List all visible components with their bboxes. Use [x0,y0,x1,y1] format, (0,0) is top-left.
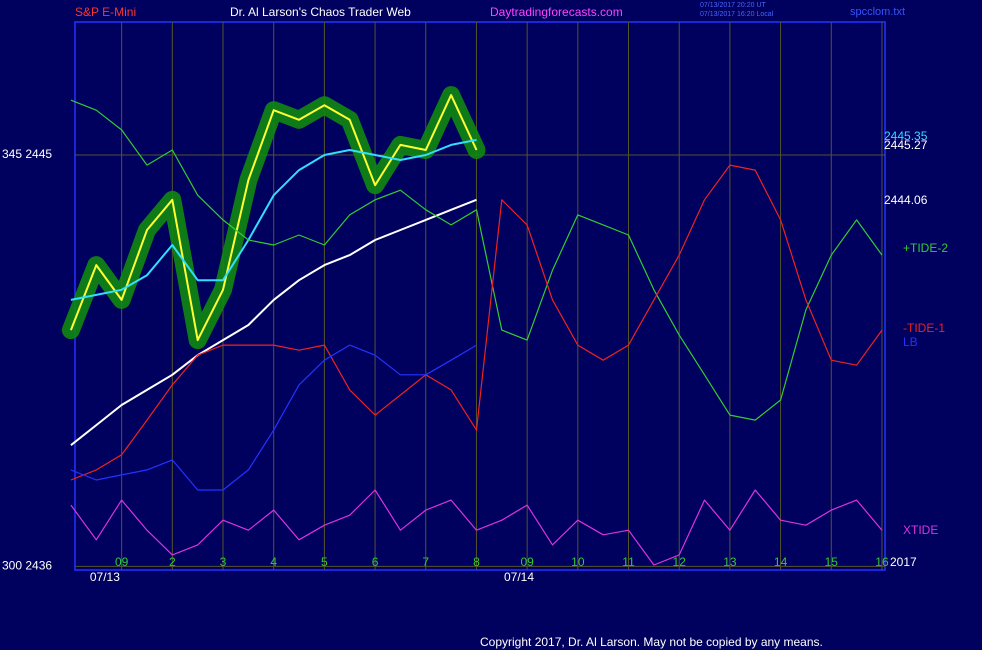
series-label: +TIDE-2 [903,241,948,255]
x-tick-label: 14 [774,555,788,569]
date-label: 07/13 [90,570,120,584]
x-tick-label: 09 [520,555,534,569]
series-line [70,164,883,481]
x-tick-label: 2 [169,555,176,569]
series-label: -TIDE-1 [903,321,945,335]
website: Daytradingforecasts.com [490,5,623,19]
series-line [69,94,478,342]
x-tick-label: 13 [723,555,737,569]
x-tick-label: 8 [473,555,480,569]
copyright: Copyright 2017, Dr. Al Larson. May not b… [480,635,823,649]
x-tick-label: 6 [372,555,379,569]
y-tick-label: 300 2436 [2,559,52,573]
chart-subtitle: Dr. Al Larson's Chaos Trader Web [230,5,411,19]
x-tick-label: 7 [422,555,429,569]
series-line [70,99,883,421]
series-label: LB [903,335,918,349]
price-label: 2445.27 [884,138,928,152]
x-tick-label: 4 [270,555,277,569]
filename: spcclom.txt [850,6,905,18]
y-tick-label: 345 2445 [2,147,52,161]
timestamp: 07/13/2017 16:20 Local [700,11,774,18]
x-tick-label: 09 [115,555,129,569]
series-line [70,344,477,491]
x-tick-label: 12 [673,555,687,569]
x-tick-label: 3 [220,555,227,569]
series-line [70,489,883,566]
series-line [70,138,477,301]
series-line [70,198,477,446]
date-label: 07/14 [504,570,534,584]
price-label: 2444.06 [884,193,928,207]
year: 2017 [890,555,917,569]
price-label: 2445.35 [884,129,928,143]
x-tick-label: 5 [321,555,328,569]
x-tick-label: 11 [622,555,635,569]
series-label: XTIDE [903,523,938,537]
chart-title: S&P E-Mini [75,5,136,19]
x-tick-label: 16 [875,555,889,569]
timestamp: 07/13/2017 20:20 UT [700,2,766,9]
x-tick-label: 10 [571,555,585,569]
x-tick-label: 15 [825,555,839,569]
